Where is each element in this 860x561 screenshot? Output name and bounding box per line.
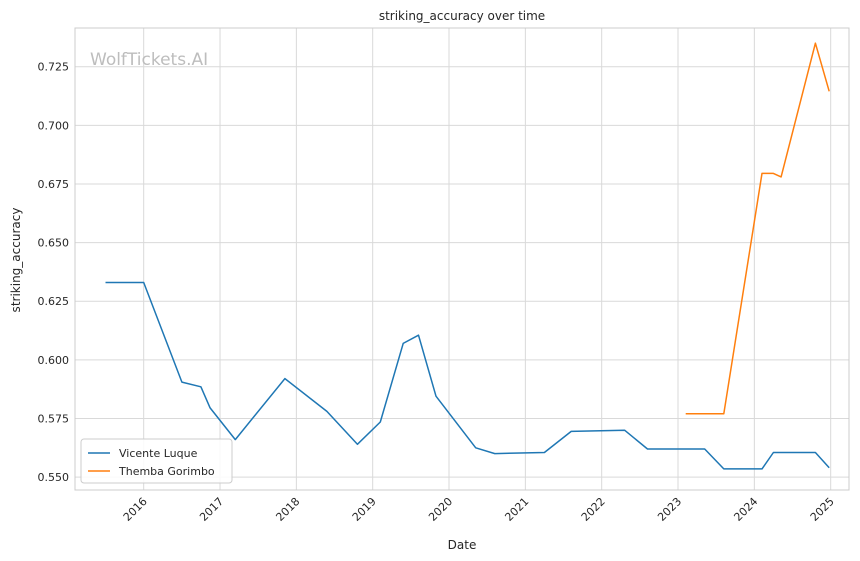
x-tick-label: 2025 <box>808 495 837 524</box>
x-axis-label: Date <box>448 538 477 552</box>
x-axis: 2016 2017 2018 2019 2020 2021 2022 2023 2024 2025 <box>121 495 837 524</box>
legend-label: Themba Gorimbo <box>118 465 215 478</box>
x-tick-label: 2018 <box>273 495 302 524</box>
y-axis-label: striking_accuracy <box>9 208 23 313</box>
y-tick-label: 0.550 <box>38 471 70 484</box>
x-tick-label: 2022 <box>579 495 608 524</box>
y-tick-label: 0.725 <box>38 61 70 74</box>
y-tick-label: 0.675 <box>38 178 70 191</box>
watermark-text: WolfTickets.AI <box>90 50 208 70</box>
series-lines <box>105 42 830 470</box>
plot-frame <box>74 27 850 491</box>
series-line-1 <box>685 42 830 415</box>
x-tick-label: 2024 <box>731 495 760 524</box>
x-tick-label: 2020 <box>426 495 455 524</box>
x-tick-label: 2021 <box>502 495 531 524</box>
y-axis: 0.550 0.575 0.600 0.625 0.650 0.675 0.700 0.725 <box>38 61 70 484</box>
legend: Vicente Luque Themba Gorimbo <box>80 438 233 484</box>
y-tick-label: 0.600 <box>38 354 70 367</box>
y-tick-label: 0.650 <box>38 237 70 250</box>
y-tick-label: 0.700 <box>38 119 70 132</box>
y-tick-label: 0.625 <box>38 295 70 308</box>
legend-label: Vicente Luque <box>119 447 198 460</box>
series-line-0 <box>105 281 830 470</box>
x-tick-label: 2016 <box>121 495 150 524</box>
y-tick-label: 0.575 <box>38 412 70 425</box>
x-tick-label: 2019 <box>350 495 379 524</box>
legend-box <box>80 438 233 484</box>
chart-title: striking_accuracy over time <box>379 9 545 23</box>
x-tick-label: 2017 <box>197 495 226 524</box>
x-tick-label: 2023 <box>655 495 684 524</box>
grid <box>75 28 849 490</box>
